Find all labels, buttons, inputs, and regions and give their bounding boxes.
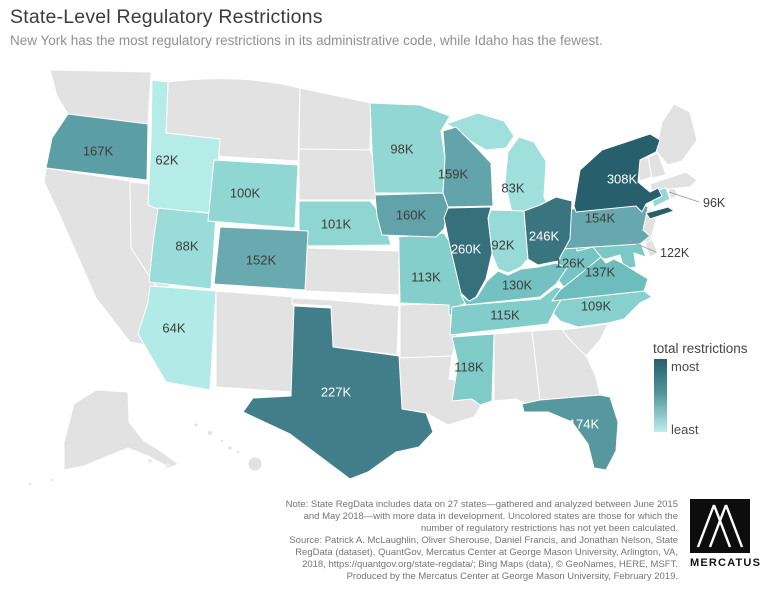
note-line: Note: State RegData includes data on 27 … [285, 499, 678, 510]
state-fl [521, 394, 619, 471]
state-value-label-mo: 113K [411, 270, 441, 285]
island-shape [207, 430, 213, 436]
state-ky [460, 262, 568, 306]
mercatus-logo: MERCATUS [690, 499, 760, 569]
state-value-label-ne: 101K [321, 217, 352, 232]
island-shape [193, 422, 199, 428]
state-value-label-in: 92K [491, 238, 514, 253]
island-shape [220, 439, 224, 443]
island-shape [147, 458, 153, 464]
page-title: State-Level Regulatory Restrictions [10, 6, 323, 28]
legend-title: total restrictions [653, 341, 748, 356]
state-me [655, 103, 698, 166]
state-value-label-wi: 159K [438, 167, 469, 182]
state-oh [523, 196, 573, 266]
state-il [443, 206, 493, 302]
note-line: and May 2018—with more data in developme… [303, 511, 678, 522]
state-va [551, 256, 649, 302]
source-notes: Note: State RegData includes data on 27 … [258, 499, 678, 583]
state-sc [561, 323, 609, 357]
note-line: RegData (dataset), QuantGov, Mercatus Ce… [295, 547, 678, 558]
state-value-label-il: 260K [451, 242, 482, 257]
state-ks [304, 247, 400, 296]
state-value-label-co: 152K [246, 253, 277, 268]
island-shape [50, 478, 54, 482]
state-wa [49, 69, 152, 125]
state-value-label-mi: 83K [501, 181, 524, 196]
note-line: number of regulatory restrictions has no… [420, 523, 678, 534]
note-line: Source: Patrick A. McLaughlin, Oliver Sh… [289, 535, 678, 546]
state-ny [573, 133, 675, 220]
states-layer [28, 69, 698, 486]
state-value-label-va: 137K [585, 265, 616, 280]
state-value-label-ky: 130K [502, 278, 533, 293]
island-shape [236, 450, 240, 454]
island-shape [247, 456, 263, 472]
state-value-label-mn: 98K [390, 142, 413, 157]
callout-line-ct [668, 191, 700, 203]
state-value-label-md: 122K [660, 246, 690, 260]
state-value-label-id: 62K [155, 153, 178, 168]
state-or [45, 113, 149, 181]
state-az [137, 285, 217, 391]
legend-least-label: least [671, 422, 699, 437]
note-line: Produced by the Mercatus Center at Georg… [346, 571, 678, 582]
state-value-label-ut: 88K [175, 239, 198, 254]
state-ms [451, 333, 495, 406]
state-value-label-oh: 246K [529, 229, 560, 244]
state-value-label-wy: 100K [230, 186, 261, 201]
state-value-label-fl: 174K [569, 417, 600, 432]
state-wy [207, 159, 299, 229]
legend-gradient-bar [654, 359, 667, 432]
state-nd [298, 87, 372, 151]
state-mt [165, 78, 301, 162]
state-value-label-nc: 109K [581, 299, 612, 314]
state-value-label-az: 64K [162, 321, 185, 336]
state-ia [374, 192, 449, 238]
state-ut [148, 207, 217, 290]
state-wi [442, 126, 494, 208]
state-ak [63, 389, 179, 471]
state-nm [215, 290, 295, 393]
legend-most-label: most [671, 359, 700, 374]
state-tx [242, 305, 434, 480]
state-nc [547, 290, 653, 328]
callout-line-md [626, 239, 657, 253]
state-value-label-wv: 126K [555, 256, 586, 271]
state-value-label-tx: 227K [321, 385, 352, 400]
mercatus-logo-text: MERCATUS [690, 557, 762, 569]
state-value-label-ia: 160K [396, 208, 427, 223]
state-co [213, 226, 309, 291]
state-value-label-tn: 115K [490, 308, 520, 323]
page-subtitle: New York has the most regulatory restric… [10, 33, 603, 48]
island-shape [165, 463, 171, 469]
state-value-label-ct: 96K [703, 196, 726, 210]
island-shape [227, 445, 233, 451]
state-labels-layer: 62K 64K 83K 88K 92K 96K 98K 100K 101K 109K 113K 115… [83, 142, 726, 432]
island-shape [28, 482, 32, 486]
state-sd [298, 148, 379, 201]
state-nh [647, 152, 667, 179]
mercatus-logo-mark [690, 499, 750, 553]
state-value-label-pa: 154K [585, 211, 616, 226]
state-value-label-ny: 308K [607, 172, 638, 187]
color-legend: total restrictions most least [653, 341, 748, 437]
note-line: 2018, https://quantgov.org/state-regdata… [302, 559, 678, 570]
state-value-label-ms: 118K [454, 360, 484, 375]
mercatus-m-icon [696, 504, 744, 548]
state-value-label-or: 167K [83, 144, 114, 159]
